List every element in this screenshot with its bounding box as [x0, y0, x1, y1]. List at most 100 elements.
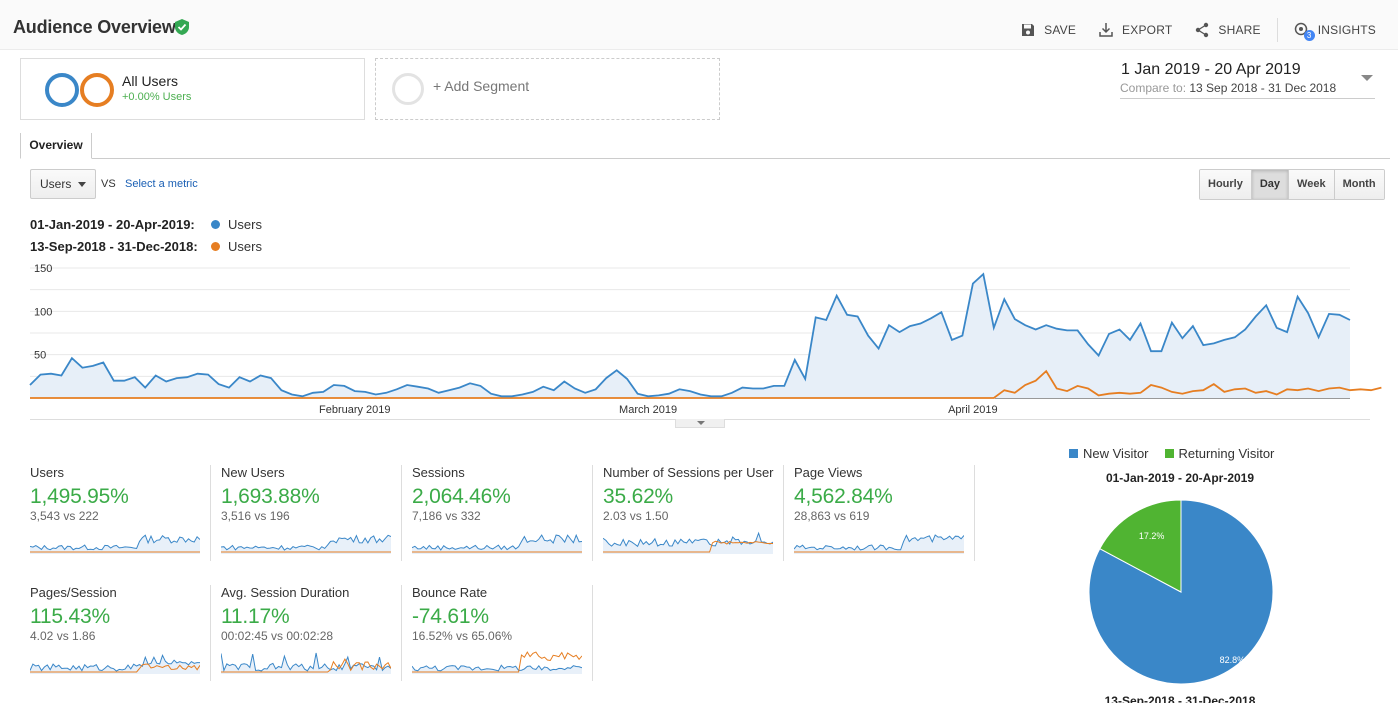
- insights-badge: 3: [1303, 30, 1315, 41]
- legend-swatch: [1069, 449, 1078, 458]
- scorecard[interactable]: New Users 1,693.88% 3,516 vs 196: [211, 465, 402, 561]
- legend-dot-orange: [211, 242, 220, 251]
- segment-empty-circle-icon: [392, 73, 424, 105]
- scorecard[interactable]: Avg. Session Duration 11.17% 00:02:45 vs 0…: [211, 585, 402, 681]
- sparkline-area: [30, 655, 200, 674]
- sparkline: [412, 533, 582, 554]
- segment-all-users[interactable]: All Users +0.00% Users: [20, 58, 365, 120]
- current-series-area: [30, 274, 1350, 398]
- insights-label: INSIGHTS: [1317, 23, 1376, 37]
- dropdown-arrow-icon: [78, 182, 86, 187]
- pie-slice-returning-visitor[interactable]: [1099, 499, 1182, 593]
- granularity-month-button[interactable]: Month: [1333, 170, 1384, 199]
- vs-label: VS: [101, 178, 116, 190]
- scorecard[interactable]: Page Views 4,562.84% 28,863 vs 619: [784, 465, 975, 561]
- sparkline-area: [794, 535, 964, 554]
- sparkline-current: [221, 534, 391, 551]
- date-range-picker[interactable]: 1 Jan 2019 - 20 Apr 2019 Compare to: 13 …: [1120, 61, 1375, 99]
- scorecard-change: 1,693.88%: [221, 485, 320, 508]
- sparkline: [412, 651, 582, 674]
- visitor-pie-chart: 82.8% 17.2%: [1088, 499, 1274, 685]
- pie-title: 01-Jan-2019 - 20-Apr-2019: [1105, 471, 1255, 485]
- legend-label: Returning Visitor: [1178, 446, 1275, 461]
- sparkline: [30, 653, 200, 674]
- sparkline-previous: [603, 540, 773, 553]
- save-label: SAVE: [1044, 23, 1077, 37]
- scorecard-values: 3,543 vs 222: [30, 509, 99, 523]
- current-series-line: [29, 272, 1351, 398]
- segment-circle-orange-icon: [80, 73, 114, 107]
- scorecard-change: 1,495.95%: [30, 485, 129, 508]
- scorecard-name: Pages/Session: [30, 585, 117, 600]
- chart-legend-current: 01-Jan-2019 - 20-Apr-2019: Users: [30, 217, 262, 232]
- scorecard-values: 2.03 vs 1.50: [603, 509, 669, 523]
- add-segment-label: + Add Segment: [433, 78, 530, 94]
- sparkline-current: [221, 652, 391, 673]
- sparkline-current: [412, 664, 582, 672]
- scorecard-change: 115.43%: [30, 605, 110, 628]
- segment-circle-blue-icon: [45, 73, 79, 107]
- sparkline-previous: [412, 651, 582, 673]
- scorecard[interactable]: Users 1,495.95% 3,543 vs 222: [20, 465, 211, 561]
- scorecard-values: 4.02 vs 1.86: [30, 629, 96, 643]
- x-tick-label: March 2019: [619, 404, 677, 416]
- scorecard-name: Sessions: [412, 465, 465, 480]
- insights-icon: [1294, 22, 1307, 36]
- share-label: SHARE: [1218, 23, 1261, 37]
- share-icon: [1196, 22, 1209, 38]
- y-tick-label: 100: [34, 306, 52, 318]
- compare-value: 13 Sep 2018 - 31 Dec 2018: [1189, 81, 1337, 95]
- select-metric-link[interactable]: Select a metric: [125, 178, 198, 190]
- share-button[interactable]: SHARE: [1194, 22, 1261, 38]
- page-title: Audience Overview: [13, 17, 176, 37]
- save-icon: [1022, 24, 1035, 36]
- date-range-main: 1 Jan 2019 - 20 Apr 2019: [1121, 61, 1301, 78]
- y-tick-label: 50: [34, 350, 46, 362]
- granularity-day-button[interactable]: Day: [1250, 170, 1289, 199]
- tab-overview[interactable]: Overview: [20, 130, 92, 159]
- sparkline-area: [30, 535, 200, 554]
- export-icon: [1099, 23, 1113, 37]
- legend-name: Users: [228, 239, 262, 254]
- scorecard-change: -74.61%: [412, 605, 489, 628]
- pie-legend-new-visitor[interactable]: New Visitor: [1069, 446, 1149, 461]
- legend-dot-blue: [211, 220, 220, 229]
- granularity-week-button[interactable]: Week: [1288, 170, 1334, 199]
- scorecard[interactable]: Number of Sessions per User 35.62% 2.03 vs…: [593, 465, 784, 561]
- legend-name: Users: [228, 217, 262, 232]
- scorecard-name: Number of Sessions per User: [603, 465, 774, 480]
- metric-dropdown[interactable]: Users: [30, 169, 96, 199]
- sparkline: [794, 534, 964, 554]
- save-button[interactable]: SAVE: [1020, 22, 1076, 38]
- users-line-chart: 150 100 50 February 2019 March 2019 April 201…: [29, 263, 1382, 416]
- chart-collapse-handle[interactable]: [675, 419, 725, 428]
- scorecard-name: Page Views: [794, 465, 863, 480]
- scorecard-name: New Users: [221, 465, 285, 480]
- x-tick-label: April 2019: [948, 404, 998, 416]
- scorecard[interactable]: Pages/Session 115.43% 4.02 vs 1.86: [20, 585, 211, 681]
- sparkline-area: [221, 535, 391, 554]
- sparkline-current: [603, 531, 773, 548]
- sparkline: [221, 652, 391, 674]
- scorecard[interactable]: Bounce Rate -74.61% 16.52% vs 65.06%: [402, 585, 593, 681]
- tab-divider: [20, 158, 1390, 159]
- insights-button[interactable]: 3 INSIGHTS: [1294, 22, 1376, 41]
- scorecard-values: 28,863 vs 619: [794, 509, 870, 523]
- toolbar-separator: [1276, 18, 1278, 42]
- sparkline-current: [30, 534, 200, 551]
- legend-range: 01-Jan-2019 - 20-Apr-2019:: [30, 217, 195, 232]
- pie-legend-returning-visitor[interactable]: Returning Visitor: [1164, 446, 1275, 461]
- granularity-hourly-button[interactable]: Hourly: [1200, 170, 1251, 199]
- scorecard-change: 4,562.84%: [794, 485, 893, 508]
- add-segment-button[interactable]: + Add Segment: [375, 58, 720, 120]
- segment-name: All Users: [122, 73, 179, 89]
- scorecard-name: Avg. Session Duration: [221, 585, 350, 600]
- pie-legend: New Visitor Returning Visitor: [1069, 446, 1290, 461]
- y-tick-label: 150: [34, 263, 52, 275]
- previous-series-line: [30, 369, 1382, 399]
- export-button[interactable]: EXPORT: [1098, 22, 1172, 38]
- export-label: EXPORT: [1122, 23, 1173, 37]
- scorecard[interactable]: Sessions 2,064.46% 7,186 vs 332: [402, 465, 593, 561]
- granularity-toggle: Hourly Day Week Month: [1199, 169, 1385, 200]
- segment-sub: +0.00% Users: [122, 91, 192, 103]
